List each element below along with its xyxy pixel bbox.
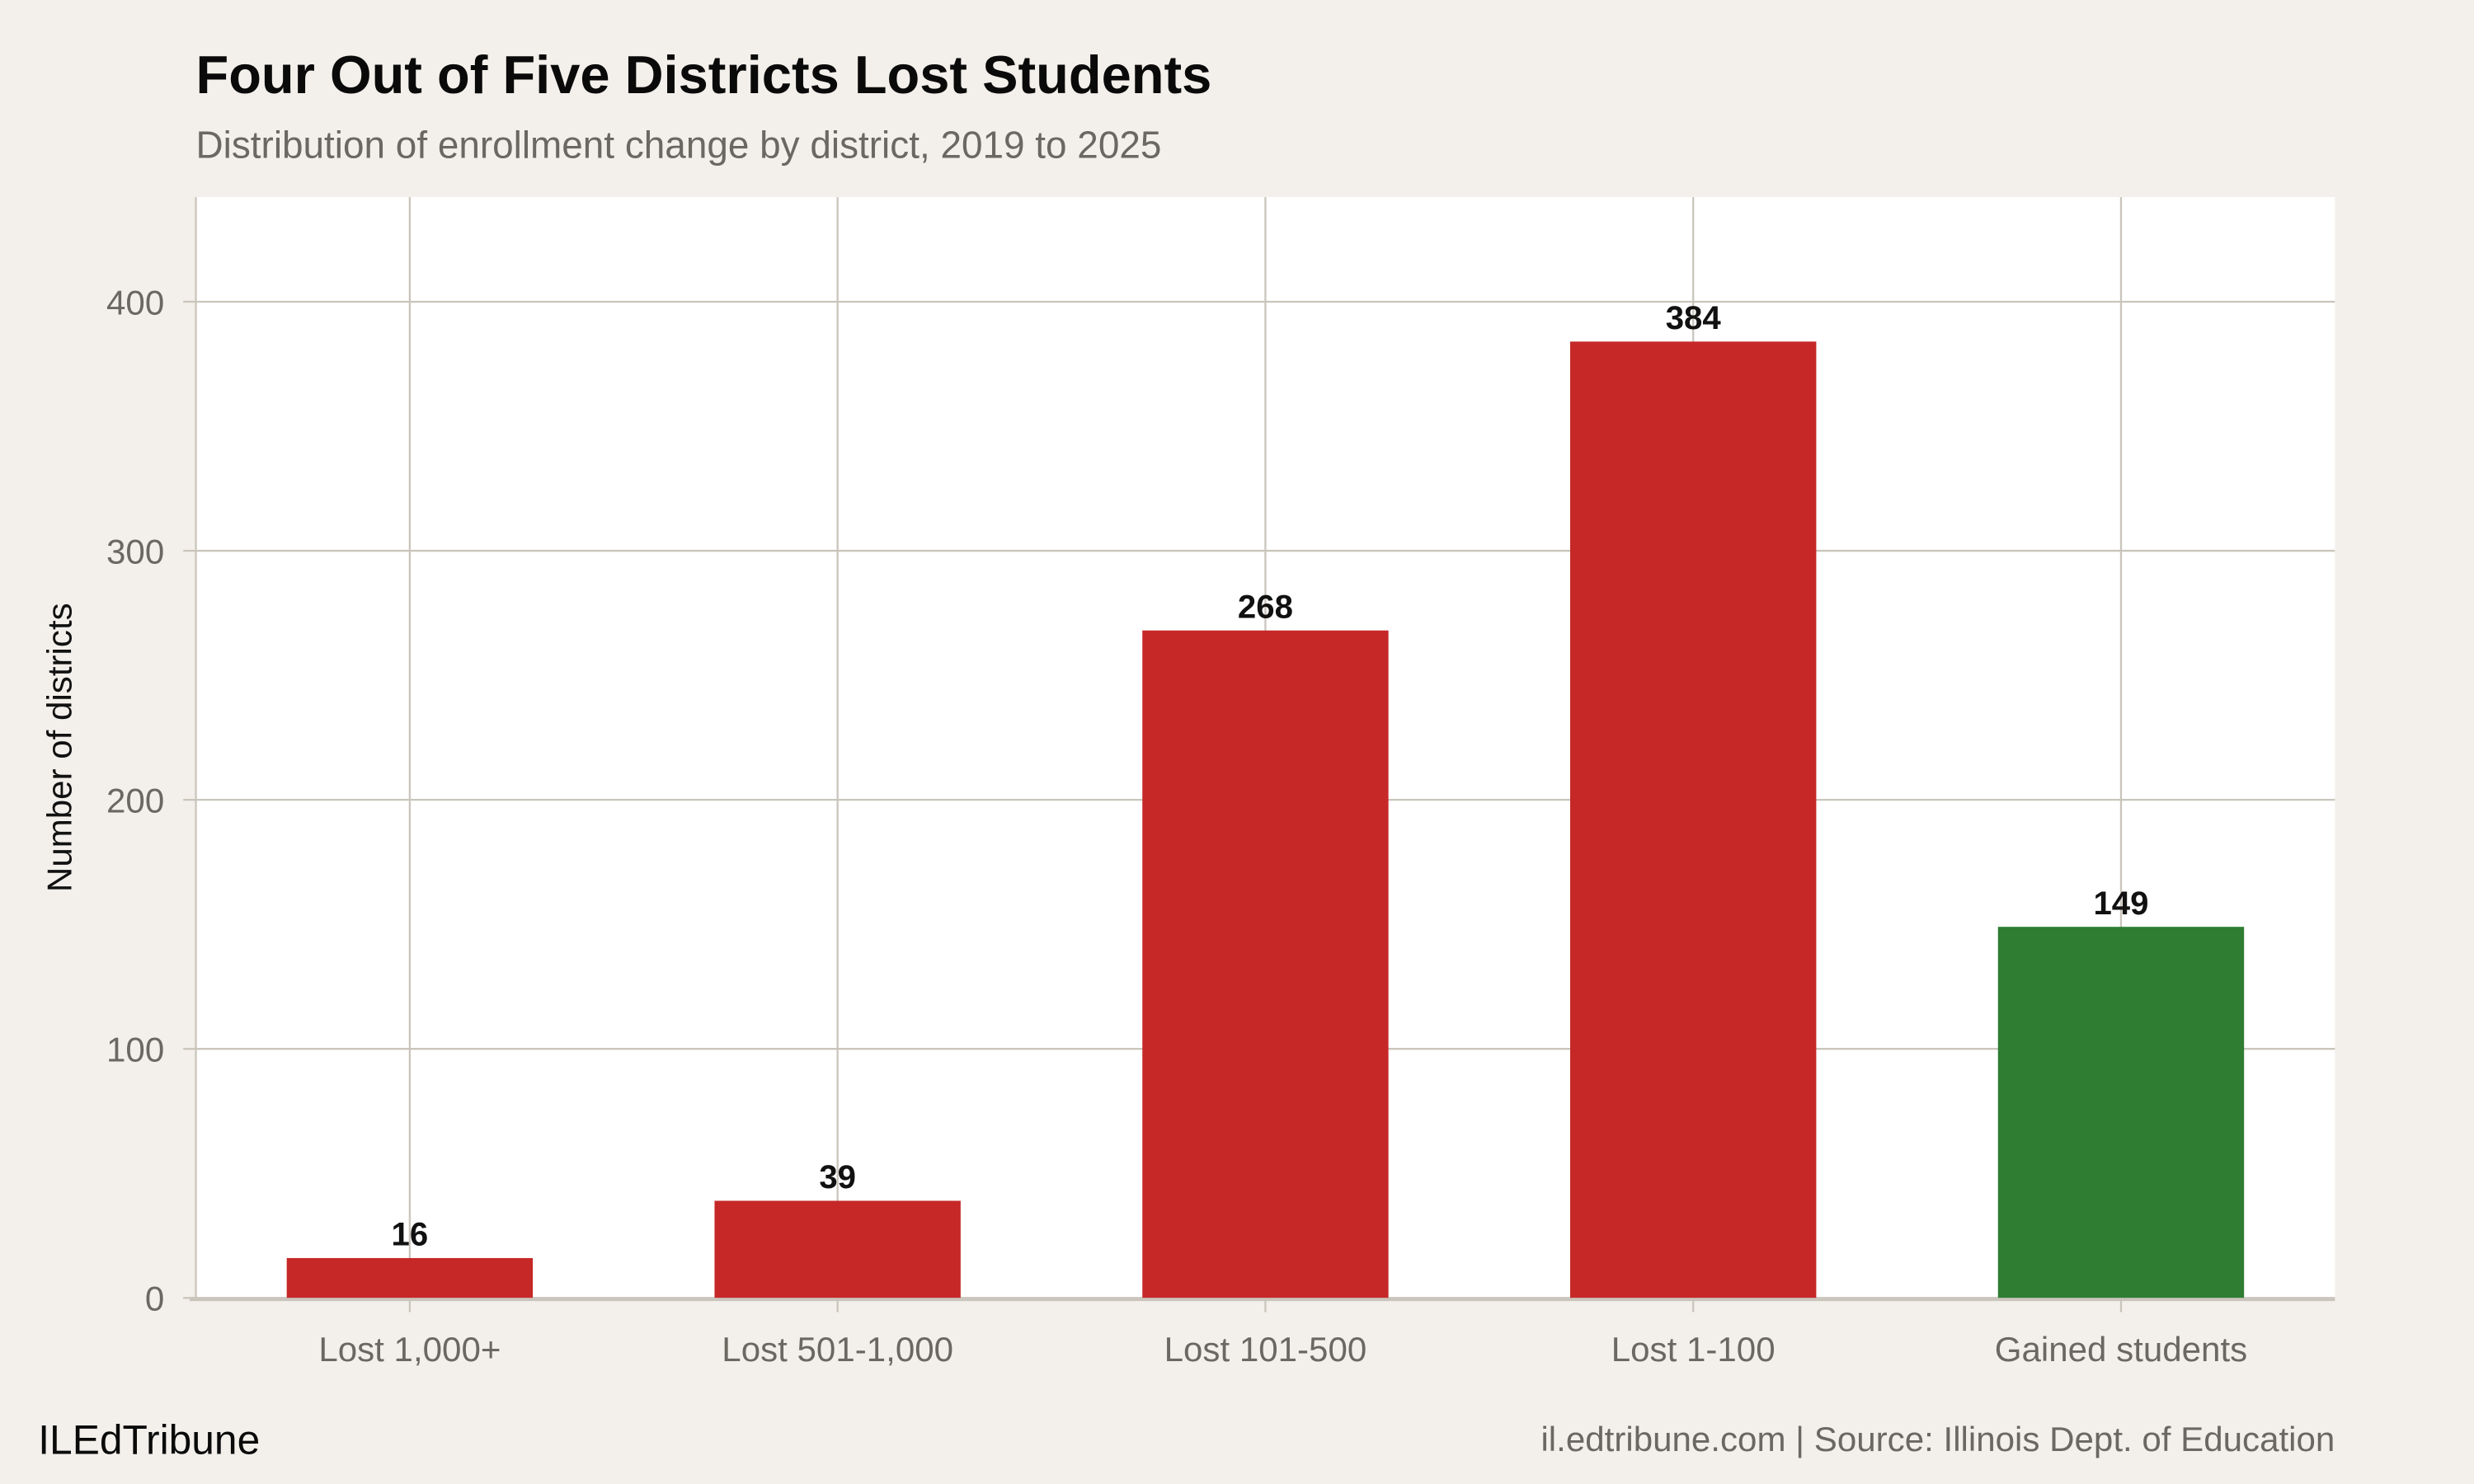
y-axis-ticks: 0 100 200 300 400	[106, 283, 164, 1317]
data-label: 149	[2093, 885, 2148, 922]
x-tick-label: Lost 1,000+	[318, 1330, 501, 1369]
brand-logo-text: ILEdTribune	[38, 1417, 260, 1463]
chart-subtitle: Distribution of enrollment change by dis…	[196, 123, 1162, 166]
data-label: 16	[392, 1216, 429, 1253]
data-label: 384	[1666, 299, 1722, 336]
y-tick-label: 0	[145, 1280, 164, 1318]
bar	[1142, 630, 1389, 1298]
y-tick-label: 100	[106, 1031, 164, 1069]
bar	[286, 1257, 534, 1298]
x-tick-label: Lost 101-500	[1164, 1330, 1367, 1369]
data-label: 268	[1238, 588, 1293, 625]
bar	[1569, 341, 1817, 1298]
y-tick-label: 300	[106, 532, 164, 571]
bar	[714, 1200, 961, 1298]
x-axis-ticks: Lost 1,000+ Lost 501-1,000 Lost 101-500 Los…	[318, 1330, 2247, 1369]
y-axis-label: Number of districts	[40, 603, 78, 892]
y-tick-label: 400	[106, 283, 164, 322]
x-tick-label: Lost 1-100	[1611, 1330, 1776, 1369]
chart-title: Four Out of Five Districts Lost Students	[196, 45, 1212, 105]
x-tick-label: Gained students	[1995, 1330, 2247, 1369]
bar	[1997, 927, 2245, 1298]
bars	[286, 341, 2245, 1298]
y-tick-label: 200	[106, 781, 164, 819]
data-label: 39	[819, 1158, 856, 1195]
source-note: il.edtribune.com | Source: Illinois Dept…	[1540, 1420, 2335, 1458]
data-labels: 16 39 268 384 149	[392, 299, 2149, 1253]
x-tick-label: Lost 501-1,000	[722, 1330, 953, 1369]
